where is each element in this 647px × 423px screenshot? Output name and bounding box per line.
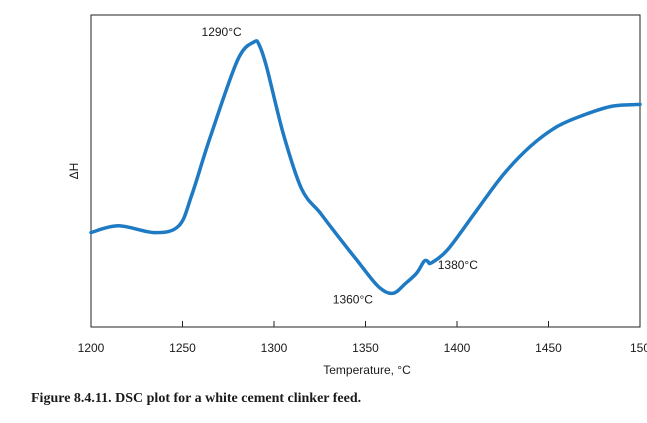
annotation-1380: 1380°C — [438, 258, 478, 272]
x-axis-label: Temperature, °C — [323, 363, 411, 377]
annotation-1360: 1360°C — [333, 292, 373, 306]
x-tick-label-1250: 1250 — [169, 341, 196, 355]
x-tick-label-1300: 1300 — [261, 341, 288, 355]
x-tick-label-1500: 150 — [630, 341, 647, 355]
y-axis-label: ΔH — [67, 163, 81, 180]
x-tick-label-1350: 1350 — [352, 341, 379, 355]
x-tick-label-1200: 1200 — [78, 341, 105, 355]
figure-caption: Figure 8.4.11. DSC plot for a white ceme… — [31, 391, 362, 406]
x-tick-label-1400: 1400 — [444, 341, 471, 355]
x-tick-label-1450: 1450 — [535, 341, 562, 355]
dsc-curve — [89, 39, 642, 296]
plot-frame — [90, 14, 641, 328]
annotation-1290: 1290°C — [202, 25, 242, 39]
